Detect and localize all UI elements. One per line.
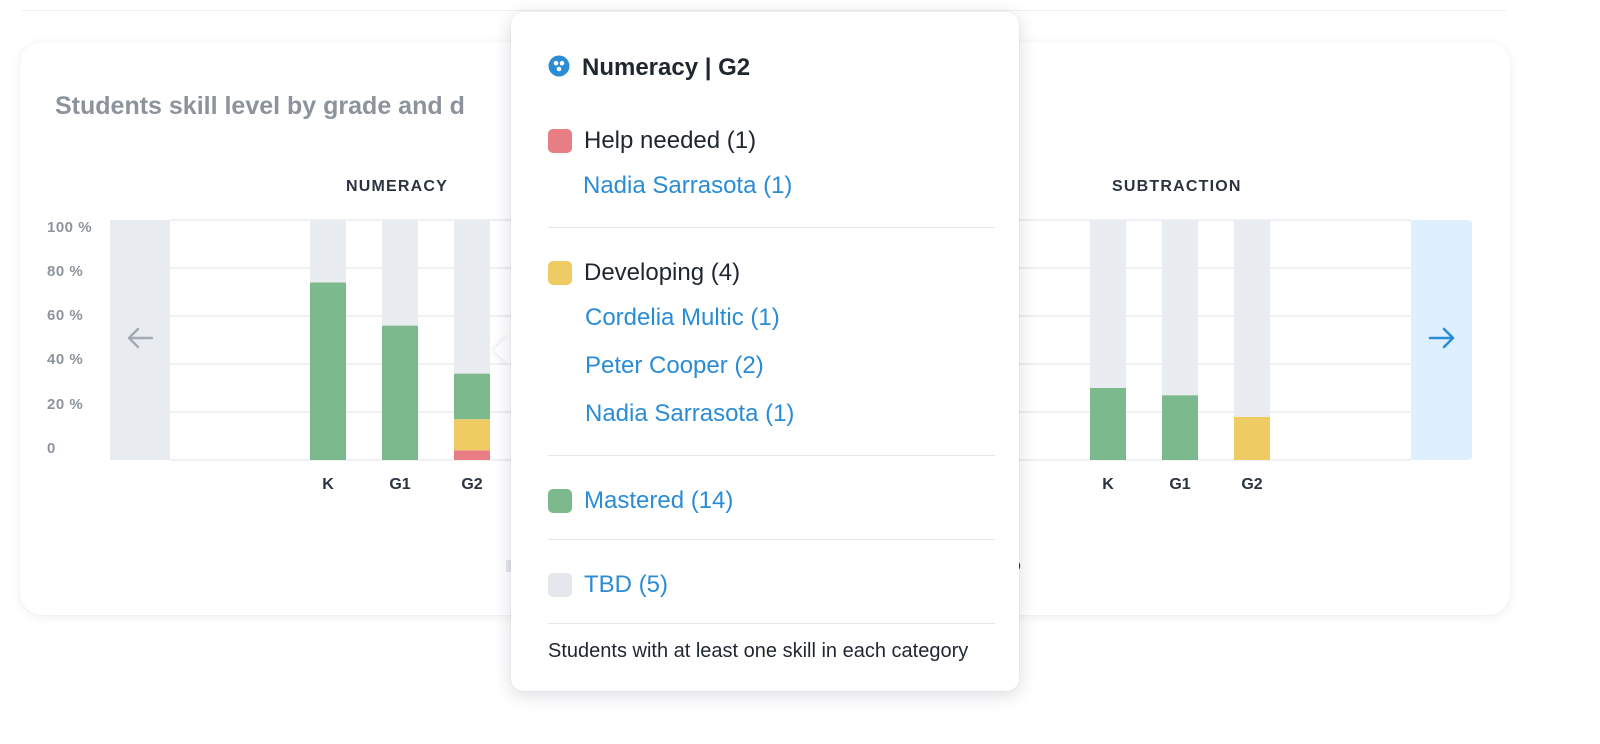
bar-segment-mastered-k[interactable] [1090,388,1126,460]
student-link[interactable]: Cordelia Multic (1) [585,304,780,331]
tooltip-footer: Students with at least one skill in each… [548,640,969,662]
next-button[interactable] [1411,220,1472,460]
bar-segment-mastered-g1[interactable] [382,325,418,460]
developing-row: Developing (4) [548,259,740,287]
bar-segment-mastered-k[interactable] [310,282,346,460]
bar-segment-tbd-g2[interactable] [454,220,490,374]
help-needed-row: Help needed (1) [548,127,756,155]
arrow-left-icon [126,326,154,355]
y-tick-label: 80 % [47,263,84,280]
skill-group-icon [548,55,570,82]
bar-segment-mastered-g2[interactable] [454,373,490,420]
tooltip-header: Numeracy | G2 [548,54,750,82]
tooltip-divider [548,455,995,456]
y-tick-label: 60 % [47,307,84,324]
student-link[interactable]: Nadia Sarrasota (1) [583,172,793,199]
tbd-row[interactable]: TBD (5) [548,571,668,599]
top-divider [22,10,1506,11]
panel-title-numeracy: NUMERACY [346,178,449,195]
student-link[interactable]: Nadia Sarrasota (1) [585,400,795,427]
student-link[interactable]: Peter Cooper (2) [585,352,764,379]
bar-segment-tbd-g2[interactable] [1234,220,1270,417]
card-title: Students skill level by grade and d [55,92,465,120]
x-tick-label: G2 [461,476,483,493]
mastered-swatch [548,489,572,513]
bar-segment-help-needed-g2[interactable] [454,450,490,460]
bar-segment-tbd-g1[interactable] [1162,220,1198,396]
x-tick-label: K [322,476,334,493]
developing-label: Developing (4) [584,259,741,286]
tooltip-divider [548,623,995,624]
developing-swatch [548,261,572,285]
arrow-right-icon [1428,326,1456,355]
bar-segment-mastered-g1[interactable] [1162,395,1198,460]
tooltip-divider [548,539,995,540]
tooltip-title: Numeracy | G2 [582,54,751,81]
x-tick-label: K [1102,476,1114,493]
bar-segment-tbd-k[interactable] [310,220,346,283]
bar-segment-developing-g2[interactable] [454,419,490,451]
bar-segment-tbd-k[interactable] [1090,220,1126,388]
legend-swatch-partial [506,560,514,572]
tbd-link[interactable]: TBD (5) [584,571,668,598]
tooltip-divider [548,227,995,228]
x-tick-label: G1 [389,476,411,493]
x-tick-label: G1 [1169,476,1191,493]
tbd-swatch [548,573,572,597]
y-tick-label: 20 % [47,396,84,413]
bar-tooltip: Numeracy | G2 Help needed (1) Nadia Sarr… [511,12,1019,691]
y-tick-label: 40 % [47,351,84,368]
help-needed-label: Help needed (1) [584,127,757,154]
x-tick-label: G2 [1241,476,1263,493]
panel-title-subtraction: SUBTRACTION [1112,178,1242,195]
help-needed-swatch [548,129,572,153]
mastered-row[interactable]: Mastered (14) [548,487,733,515]
bar-segment-tbd-g1[interactable] [382,220,418,326]
y-tick-label: 0 [47,440,56,457]
bar-segment-developing-g2[interactable] [1234,416,1270,460]
previous-button[interactable] [110,220,170,460]
y-tick-label: 100 % [47,219,93,236]
mastered-link[interactable]: Mastered (14) [584,487,734,514]
